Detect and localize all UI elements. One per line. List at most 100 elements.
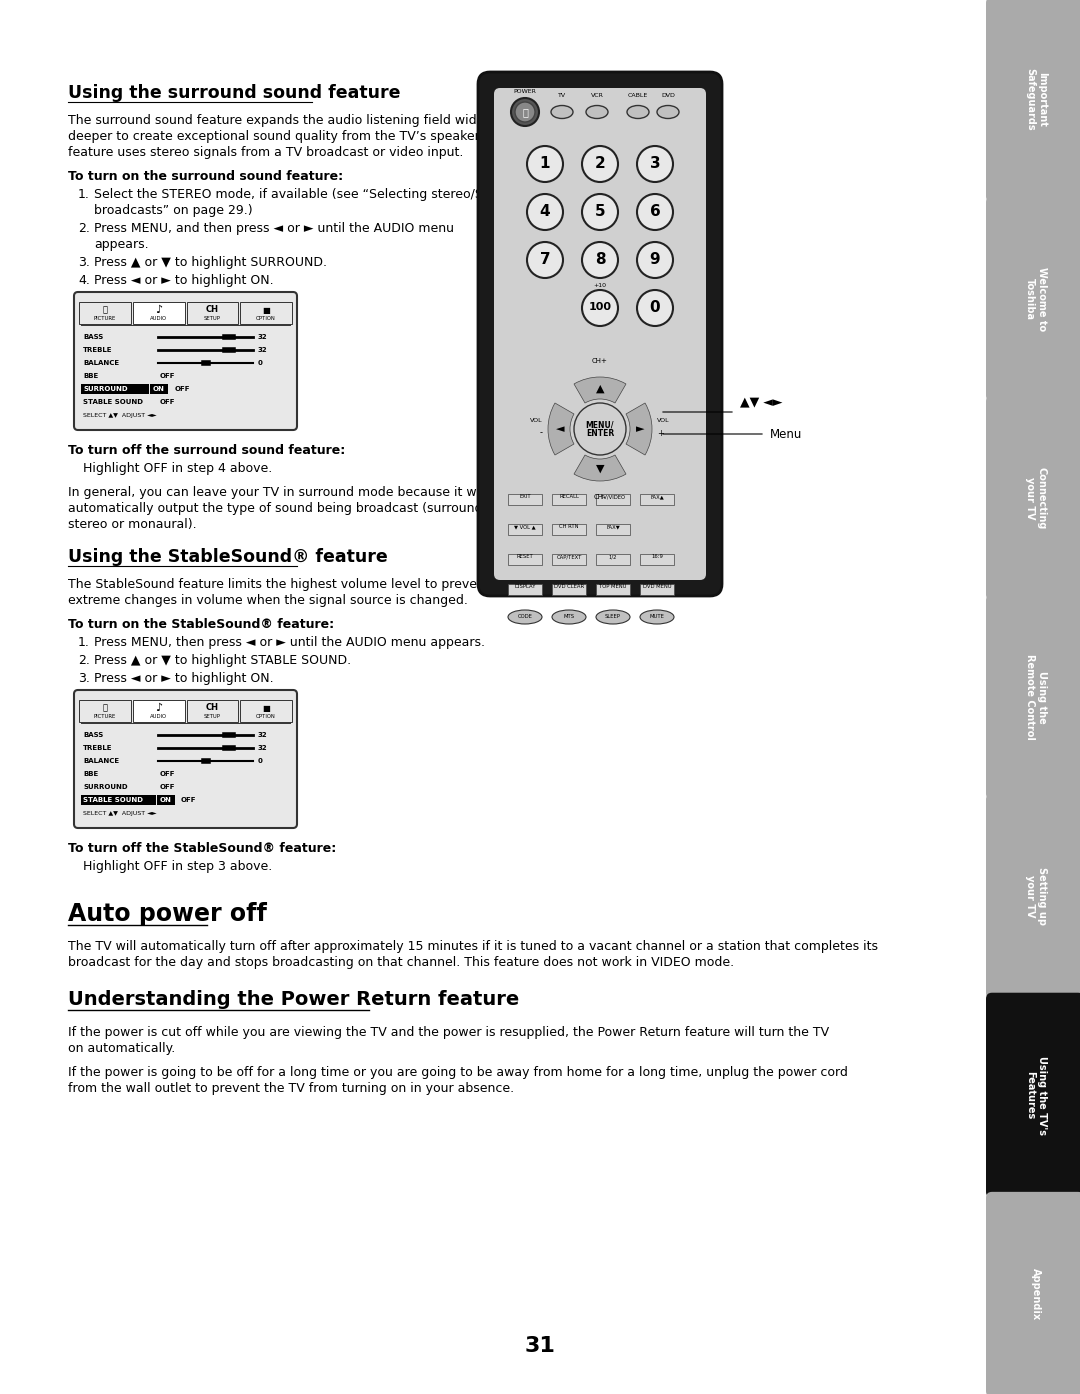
Text: ▲: ▲ xyxy=(596,383,604,395)
Text: FAX▼: FAX▼ xyxy=(606,524,620,530)
Text: VCR: VCR xyxy=(591,93,604,98)
Text: broadcast for the day and stops broadcasting on that channel. This feature does : broadcast for the day and stops broadcas… xyxy=(68,956,734,969)
Text: TOP MENU: TOP MENU xyxy=(599,584,626,590)
Bar xyxy=(79,302,131,323)
Text: The TV will automatically turn off after approximately 15 minutes if it is tuned: The TV will automatically turn off after… xyxy=(68,940,878,953)
Text: DVD: DVD xyxy=(661,93,675,98)
Ellipse shape xyxy=(586,106,608,118)
Bar xyxy=(81,383,149,395)
Text: +10: +10 xyxy=(594,283,607,289)
Text: ◄: ◄ xyxy=(556,424,564,434)
Text: FAX▲: FAX▲ xyxy=(650,495,664,499)
FancyBboxPatch shape xyxy=(986,197,1080,401)
Circle shape xyxy=(527,243,563,277)
Bar xyxy=(150,383,168,395)
Text: RECALL: RECALL xyxy=(559,495,579,499)
Text: BASS: BASS xyxy=(83,732,104,737)
Text: Highlight OFF in step 4 above.: Highlight OFF in step 4 above. xyxy=(83,461,272,475)
Text: ON: ON xyxy=(153,386,165,392)
Text: BALANCE: BALANCE xyxy=(83,360,119,367)
Bar xyxy=(157,795,175,804)
Text: VOL: VOL xyxy=(657,418,670,424)
Text: To turn on the StableSound® feature:: To turn on the StableSound® feature: xyxy=(68,618,334,631)
Text: RESET: RESET xyxy=(516,555,534,559)
Text: To turn off the StableSound® feature:: To turn off the StableSound® feature: xyxy=(68,842,336,855)
Bar xyxy=(596,584,630,594)
Text: AUDIO: AUDIO xyxy=(150,715,167,719)
Ellipse shape xyxy=(508,611,542,625)
Text: ♪: ♪ xyxy=(156,703,162,712)
Text: 1/2: 1/2 xyxy=(609,555,618,559)
Text: 32: 32 xyxy=(258,347,268,353)
Text: 100: 100 xyxy=(589,302,611,312)
FancyBboxPatch shape xyxy=(986,1192,1080,1394)
Text: SURROUND: SURROUND xyxy=(83,386,127,392)
Text: ON: ON xyxy=(160,797,172,803)
Text: 3.: 3. xyxy=(78,256,90,269)
Circle shape xyxy=(637,194,673,230)
Wedge shape xyxy=(573,454,626,481)
Bar xyxy=(508,553,542,565)
Text: Press MENU, and then press ◄ or ► until the AUDIO menu: Press MENU, and then press ◄ or ► until … xyxy=(94,222,454,236)
Text: SETUP: SETUP xyxy=(204,316,220,322)
Text: STABLE SOUND: STABLE SOUND xyxy=(83,797,143,803)
Text: CABLE: CABLE xyxy=(627,93,648,98)
Ellipse shape xyxy=(640,611,674,625)
Text: on automatically.: on automatically. xyxy=(68,1041,175,1055)
Circle shape xyxy=(527,146,563,183)
Text: OPTION: OPTION xyxy=(256,715,276,719)
Text: Press ◄ or ► to highlight ON.: Press ◄ or ► to highlight ON. xyxy=(94,672,273,684)
FancyBboxPatch shape xyxy=(75,291,297,429)
Bar xyxy=(240,302,292,323)
Text: CAP/TEXT: CAP/TEXT xyxy=(556,555,582,559)
Text: +: + xyxy=(657,428,664,438)
Text: Highlight OFF in step 3 above.: Highlight OFF in step 3 above. xyxy=(83,860,272,873)
Text: CH RTN: CH RTN xyxy=(559,524,579,530)
Text: Using the surround sound feature: Using the surround sound feature xyxy=(68,84,401,102)
Text: ⛰: ⛰ xyxy=(103,704,107,712)
Text: Press ▲ or ▼ to highlight SURROUND.: Press ▲ or ▼ to highlight SURROUND. xyxy=(94,256,327,269)
Text: SETUP: SETUP xyxy=(204,715,220,719)
Text: ▼: ▼ xyxy=(596,464,604,474)
Text: 2.: 2. xyxy=(78,654,90,666)
Text: DVD MENU: DVD MENU xyxy=(643,584,672,590)
Wedge shape xyxy=(573,376,626,403)
Text: OFF: OFF xyxy=(160,771,175,776)
FancyBboxPatch shape xyxy=(986,793,1080,998)
Text: In general, you can leave your TV in surround mode because it will: In general, you can leave your TV in sur… xyxy=(68,487,487,499)
Text: feature uses stereo signals from a TV broadcast or video input.: feature uses stereo signals from a TV br… xyxy=(68,146,463,159)
Text: EXIT: EXIT xyxy=(519,495,530,499)
Text: SURROUND: SURROUND xyxy=(83,783,127,790)
Circle shape xyxy=(515,102,535,123)
Text: 8: 8 xyxy=(595,251,605,266)
Text: OFF: OFF xyxy=(160,783,175,790)
Text: Press ◄ or ► to highlight ON.: Press ◄ or ► to highlight ON. xyxy=(94,275,273,287)
Text: Press ▲ or ▼ to highlight STABLE SOUND.: Press ▲ or ▼ to highlight STABLE SOUND. xyxy=(94,654,351,666)
Text: 0: 0 xyxy=(258,360,262,367)
Bar xyxy=(640,493,674,505)
FancyBboxPatch shape xyxy=(986,0,1080,202)
FancyBboxPatch shape xyxy=(478,72,723,597)
Bar xyxy=(508,584,542,594)
Text: VOL: VOL xyxy=(530,418,543,424)
Text: Press MENU, then press ◄ or ► until the AUDIO menu appears.: Press MENU, then press ◄ or ► until the … xyxy=(94,636,485,650)
Text: 16:9: 16:9 xyxy=(651,555,663,559)
FancyBboxPatch shape xyxy=(986,993,1080,1197)
Text: AUDIO: AUDIO xyxy=(150,316,167,322)
Bar xyxy=(640,584,674,594)
Text: stereo or monaural).: stereo or monaural). xyxy=(68,519,197,531)
Bar xyxy=(596,493,630,505)
Text: Auto power off: Auto power off xyxy=(68,902,267,926)
Text: TREBLE: TREBLE xyxy=(83,347,112,353)
Text: 0: 0 xyxy=(258,758,262,764)
Ellipse shape xyxy=(627,106,649,118)
Text: Appendix: Appendix xyxy=(1031,1269,1041,1320)
Text: broadcasts” on page 29.): broadcasts” on page 29.) xyxy=(94,204,253,217)
Bar xyxy=(552,524,586,534)
Bar xyxy=(596,553,630,565)
Wedge shape xyxy=(626,403,652,454)
Circle shape xyxy=(637,243,673,277)
Text: CODE: CODE xyxy=(517,615,532,619)
Text: TV/VIDEO: TV/VIDEO xyxy=(600,495,625,499)
Text: appears.: appears. xyxy=(94,238,149,251)
